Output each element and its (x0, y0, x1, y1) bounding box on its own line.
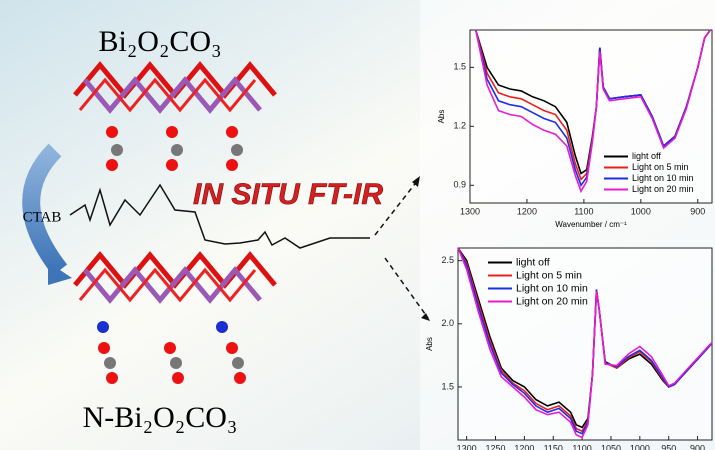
bottom-label: N-Bi₂O₂CO₃ (83, 401, 238, 434)
x-tick-label: 1200 (514, 443, 534, 450)
x-tick-label: 900 (690, 206, 705, 216)
y-tick-label: 1.2 (453, 121, 466, 131)
legend-label: light off (516, 256, 550, 268)
legend-label: Light on 10 min (632, 173, 694, 183)
x-tick-label: 1100 (572, 443, 591, 450)
y-tick-label: 0.9 (453, 180, 466, 190)
y-tick-label: 1.5 (441, 381, 454, 391)
y-axis-label: Abs (437, 110, 446, 124)
legend-label: Light on 20 min (516, 295, 588, 307)
x-tick-label: 1300 (460, 206, 480, 216)
x-tick-label: 1300 (457, 443, 477, 450)
y-tick-label: 2.0 (441, 318, 454, 328)
legend-label: Light on 20 min (632, 184, 694, 194)
legend-label: Light on 5 min (632, 162, 689, 172)
x-tick-label: 1200 (517, 206, 537, 216)
x-axis-label: Wavenumber / cm⁻¹ (555, 220, 627, 229)
x-tick-label: 1250 (486, 443, 506, 450)
x-tick-label: 1150 (544, 443, 563, 450)
y-axis-label: Abs (425, 337, 434, 351)
y-tick-label: 1.5 (453, 62, 466, 72)
legend-label: light off (632, 151, 661, 161)
x-tick-label: 950 (661, 443, 676, 450)
legend-label: Light on 5 min (516, 269, 582, 281)
y-tick-label: 2.5 (441, 255, 454, 265)
graphical-abstract: Bi₂O₂CO₃ N-Bi₂O₂CO₃ CTAB IN SITU FT-IR 1… (0, 0, 715, 450)
x-tick-label: 1100 (574, 206, 593, 216)
plot-frame (458, 248, 712, 440)
x-tick-label: 900 (690, 443, 705, 450)
arrow-label: CTAB (23, 209, 62, 225)
x-tick-label: 1000 (630, 443, 650, 450)
x-tick-label: 1000 (631, 206, 651, 216)
x-tick-label: 1050 (601, 443, 621, 450)
method-label: IN SITU FT-IR (193, 178, 383, 211)
top-label: Bi₂O₂CO₃ (98, 25, 221, 58)
legend-label: Light on 10 min (516, 282, 588, 294)
